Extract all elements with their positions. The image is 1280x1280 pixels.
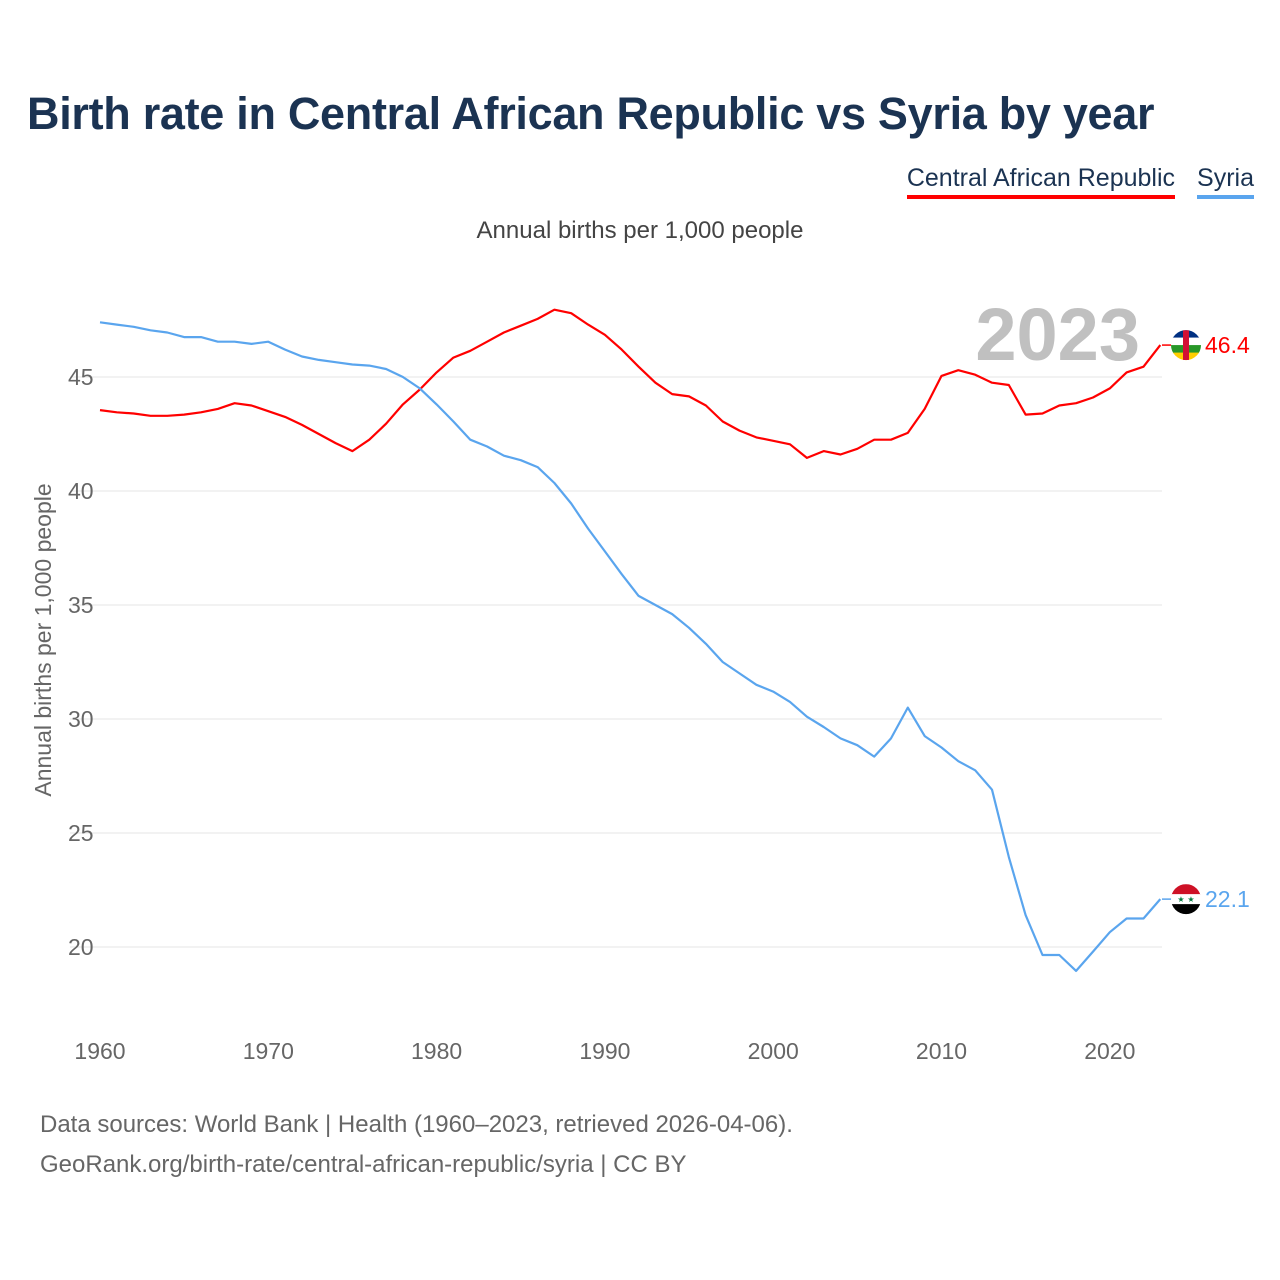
x-tick-label: 1960	[74, 1038, 125, 1064]
x-tick-label: 2020	[1084, 1038, 1135, 1064]
year-watermark: 2023	[975, 293, 1140, 376]
car-flag-icon	[1171, 330, 1201, 361]
y-axis-label: Annual births per 1,000 people	[30, 483, 56, 796]
y-tick-label: 25	[68, 820, 94, 846]
x-tick-label: 2000	[748, 1038, 799, 1064]
svg-text:★: ★	[1187, 895, 1194, 904]
chart-title: Birth rate in Central African Republic v…	[27, 88, 1155, 139]
legend: Central African Republic Syria	[906, 164, 1254, 199]
source-link[interactable]: GeoRank.org/birth-rate/central-african-r…	[40, 1151, 687, 1178]
end-value-label: 22.1	[1205, 886, 1250, 912]
y-tick-label: 35	[68, 592, 94, 618]
svg-text:★: ★	[1177, 895, 1184, 904]
x-tick-label: 1990	[579, 1038, 630, 1064]
series-line-syria	[99, 321, 1162, 973]
x-tick-label: 1970	[243, 1038, 294, 1064]
syria-flag-icon: ★ ★	[1171, 884, 1201, 915]
footer: Data sources: World Bank | Health (1960–…	[40, 1105, 793, 1185]
y-tick-label: 30	[68, 706, 94, 732]
series-line-car	[99, 308, 1162, 459]
y-tick-label: 20	[68, 934, 94, 960]
legend-item-car[interactable]: Central African Republic	[906, 164, 1176, 199]
y-tick-label: 40	[68, 478, 94, 504]
x-tick-label: 1980	[411, 1038, 462, 1064]
data-source: Data sources: World Bank | Health (1960–…	[40, 1111, 793, 1138]
end-value-label: 46.4	[1205, 332, 1250, 358]
x-tick-label: 2010	[916, 1038, 967, 1064]
chart-subtitle: Annual births per 1,000 people	[476, 217, 804, 244]
legend-item-syria[interactable]: Syria	[1197, 164, 1254, 199]
y-tick-label: 45	[68, 364, 94, 390]
